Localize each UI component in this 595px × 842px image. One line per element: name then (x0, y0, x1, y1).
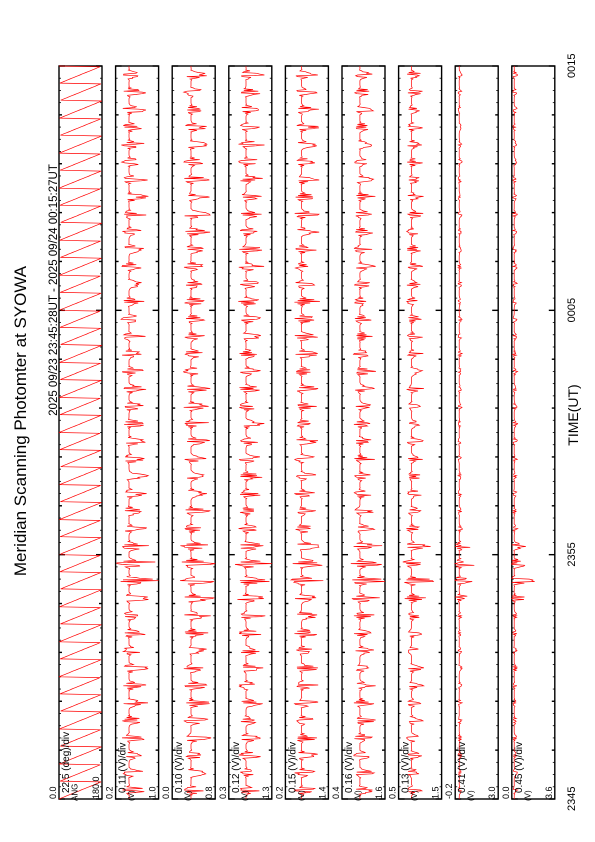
chart-title: Meridian Scanning Photomter at SYOWA (11, 265, 30, 576)
y-tick-label: 1.4 (317, 786, 327, 799)
panel-scale-label: 0.45 (V)/div (514, 742, 525, 793)
trace-ch1 (116, 66, 159, 799)
panel-frame (397, 65, 443, 800)
x-axis-label: TIME(UT) (565, 384, 581, 445)
panel-frame (228, 65, 273, 800)
y-tick-label: -0.2 (444, 783, 454, 799)
panel-scale-label: 0.11 (V)/div (118, 743, 129, 793)
panel-frame (114, 65, 160, 800)
trace-ch5 (350, 66, 386, 799)
y-tick-label: 1.0 (148, 786, 158, 799)
unit-label: (V) (410, 790, 419, 801)
y-tick-label: 0.2 (274, 786, 284, 799)
trace-ch8 (511, 66, 535, 799)
y-tick-label: 1.5 (431, 786, 441, 799)
panel-frame (454, 65, 499, 800)
unit-label: (V) (354, 790, 363, 801)
unit-label: (V) (467, 790, 476, 801)
panel-scale-label: 0.13 (V)/div (401, 742, 412, 793)
y-tick-label: 180.0 (91, 776, 101, 799)
y-tick-label: 3.6 (544, 786, 554, 799)
y-tick-label: 0.8 (204, 786, 214, 799)
y-tick-label: 1.6 (374, 786, 384, 799)
y-tick-label: 0.0 (501, 786, 511, 799)
trace-ch2 (179, 66, 216, 799)
x-tick-label: 0015 (566, 54, 578, 78)
panel-scale-label: 0.15 (V)/div (287, 742, 298, 793)
panel-frame (341, 65, 386, 800)
panel-frame (511, 65, 556, 800)
unit-label: ANG (71, 784, 80, 801)
panel-scale-label: 0.16 (V)/div (344, 742, 355, 793)
unit-label: (V) (127, 790, 136, 801)
y-tick-label: 0.4 (331, 786, 341, 799)
unit-label: (V) (240, 790, 249, 801)
y-tick-label: 0.0 (161, 786, 171, 799)
unit-label: (V) (523, 790, 532, 801)
panel-scale-label: 0.10 (V)/div (174, 742, 185, 793)
unit-label: (V) (297, 790, 306, 801)
panel-scale-label: 0.12 (V)/div (231, 742, 242, 793)
x-tick-label: 0005 (566, 298, 578, 322)
panel-scale-label: 22.5 (deg)/div (61, 732, 72, 793)
trace-ch4 (289, 66, 324, 799)
panel-ch7: 0.41 (V)/div-0.2 3.0 (V) (444, 65, 499, 801)
panel-frame (284, 65, 330, 800)
trace-ch7 (453, 66, 475, 799)
trace-angle (58, 65, 102, 800)
x-tick-label: 2355 (566, 542, 578, 566)
chart-subtitle: 2025 09/23 23:45:28UT - 2025 09/24 00:15… (48, 164, 60, 416)
y-tick-label: 0.0 (48, 786, 58, 799)
unit-label: (V) (184, 790, 193, 801)
y-tick-label: 0.3 (218, 786, 228, 799)
x-tick-label: 2345 (566, 787, 578, 811)
y-tick-label: 0.2 (105, 786, 115, 799)
panel-scale-label: 0.41 (V)/div (457, 742, 468, 793)
trace-ch6 (402, 66, 435, 799)
y-tick-label: 1.3 (261, 786, 271, 799)
y-tick-label: 0.5 (388, 786, 398, 799)
trace-ch3 (234, 66, 272, 799)
y-tick-label: 3.0 (487, 786, 497, 799)
